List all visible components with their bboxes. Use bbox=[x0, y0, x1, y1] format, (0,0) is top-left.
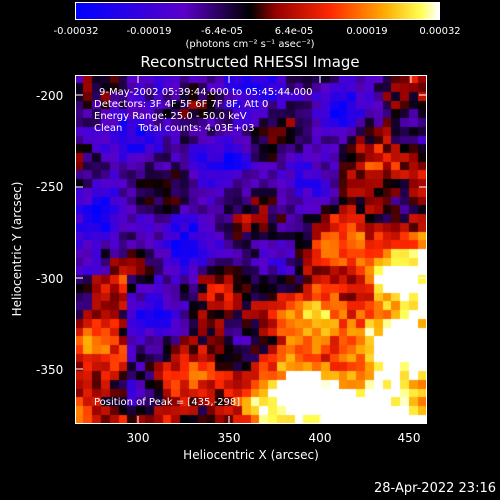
image-title: Reconstructed RHESSI Image bbox=[140, 53, 360, 71]
colorbar-tick-label: -0.00019 bbox=[126, 26, 172, 37]
y-axis-label: Heliocentric Y (arcsec) bbox=[10, 181, 24, 317]
colorbar-units: (photons cm⁻² s⁻¹ asec⁻²) bbox=[185, 39, 315, 50]
colorbar-tick-label: 0.00032 bbox=[419, 26, 461, 37]
colorbar-tick-label: -0.00032 bbox=[53, 26, 99, 37]
colorbar-tick-label: 0.00019 bbox=[346, 26, 388, 37]
peak-position-text: Position of Peak = [435,-298] bbox=[94, 397, 241, 408]
y-tick-label: -250 bbox=[36, 180, 64, 194]
y-tick-label: -300 bbox=[36, 272, 64, 286]
x-tick-label: 350 bbox=[217, 431, 241, 445]
x-axis-label: Heliocentric X (arcsec) bbox=[183, 448, 319, 462]
y-tick-label: -200 bbox=[36, 89, 64, 103]
detectors-text: Detectors: 3F 4F 5F 6F 7F 8F, Att 0 bbox=[94, 99, 269, 110]
clean-counts-text: Clean Total counts: 4.03E+03 bbox=[94, 123, 255, 134]
rhessi-image bbox=[75, 75, 427, 424]
timestamp-footer: 28-Apr-2022 23:16 bbox=[374, 481, 496, 496]
colorbar bbox=[75, 2, 440, 20]
y-tick-label: -350 bbox=[36, 363, 64, 377]
colorbar-tick-label: 6.4e-05 bbox=[274, 26, 314, 37]
colorbar-tick-label: -6.4e-05 bbox=[201, 26, 243, 37]
energy-range-text: Energy Range: 25.0 - 50.0 keV bbox=[94, 111, 247, 122]
x-tick-label: 400 bbox=[308, 431, 332, 445]
x-tick-label: 300 bbox=[126, 431, 150, 445]
time-range-text: 9-May-2002 05:39:44.000 to 05:45:44.000 bbox=[99, 87, 313, 98]
x-tick-label: 450 bbox=[397, 431, 421, 445]
